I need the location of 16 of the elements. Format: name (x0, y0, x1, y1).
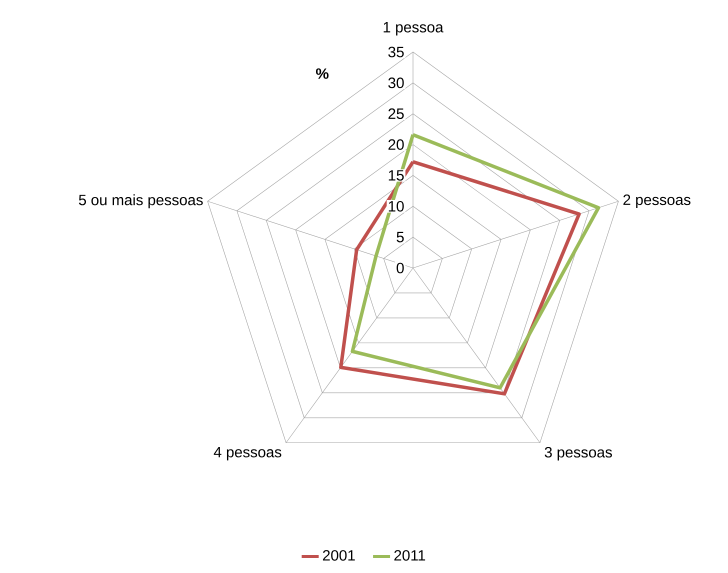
spoke-label: 3 pessoas (544, 446, 612, 461)
spoke-label: 1 pessoa (384, 22, 444, 36)
y-tick-label: 20 (388, 139, 404, 150)
legend-label: 2011 (394, 550, 426, 561)
y-tick-label: 15 (388, 170, 404, 181)
spoke-label: 4 pessoas (214, 446, 282, 460)
y-tick-label: 25 (388, 108, 404, 120)
y-tick-label: 10 (388, 200, 404, 212)
legend-label: 2001 (322, 550, 355, 561)
y-tick-label: 30 (388, 78, 404, 88)
y-tick-label: 0 (396, 262, 404, 274)
y-tick-label: 35 (388, 46, 404, 58)
spoke-label: 5 ou mais pessoas (78, 194, 203, 208)
text: % (316, 68, 329, 79)
spoke-label: 2 pessoas (623, 194, 690, 208)
y-tick-label: 5 (396, 232, 404, 242)
